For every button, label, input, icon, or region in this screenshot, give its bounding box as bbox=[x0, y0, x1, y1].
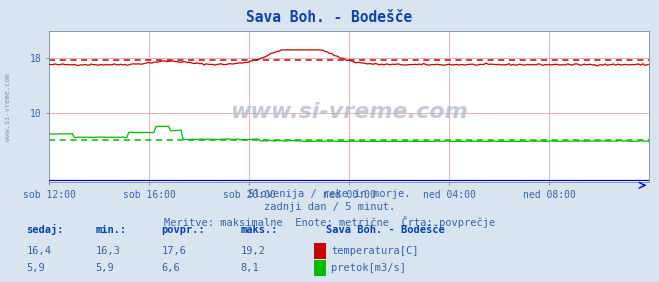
Text: 16,3: 16,3 bbox=[96, 246, 121, 256]
Text: Sava Boh. - Bodešče: Sava Boh. - Bodešče bbox=[326, 225, 445, 235]
Text: 5,9: 5,9 bbox=[26, 263, 45, 273]
Text: Sava Boh. - Bodešče: Sava Boh. - Bodešče bbox=[246, 10, 413, 25]
Text: 8,1: 8,1 bbox=[241, 263, 259, 273]
Text: pretok[m3/s]: pretok[m3/s] bbox=[331, 263, 407, 273]
Text: Slovenija / reke in morje.: Slovenija / reke in morje. bbox=[248, 189, 411, 199]
Text: min.:: min.: bbox=[96, 225, 127, 235]
Text: zadnji dan / 5 minut.: zadnji dan / 5 minut. bbox=[264, 202, 395, 212]
Text: 6,6: 6,6 bbox=[161, 263, 180, 273]
Text: maks.:: maks.: bbox=[241, 225, 278, 235]
Text: 16,4: 16,4 bbox=[26, 246, 51, 256]
Text: 5,9: 5,9 bbox=[96, 263, 114, 273]
Text: www.si-vreme.com: www.si-vreme.com bbox=[231, 102, 468, 122]
Text: 17,6: 17,6 bbox=[161, 246, 186, 256]
Text: temperatura[C]: temperatura[C] bbox=[331, 246, 419, 256]
Text: povpr.:: povpr.: bbox=[161, 225, 205, 235]
Text: www.si-vreme.com: www.si-vreme.com bbox=[5, 73, 11, 141]
Text: sedaj:: sedaj: bbox=[26, 224, 64, 235]
Text: 19,2: 19,2 bbox=[241, 246, 266, 256]
Text: Meritve: maksimalne  Enote: metrične  Črta: povprečje: Meritve: maksimalne Enote: metrične Črta… bbox=[164, 216, 495, 228]
